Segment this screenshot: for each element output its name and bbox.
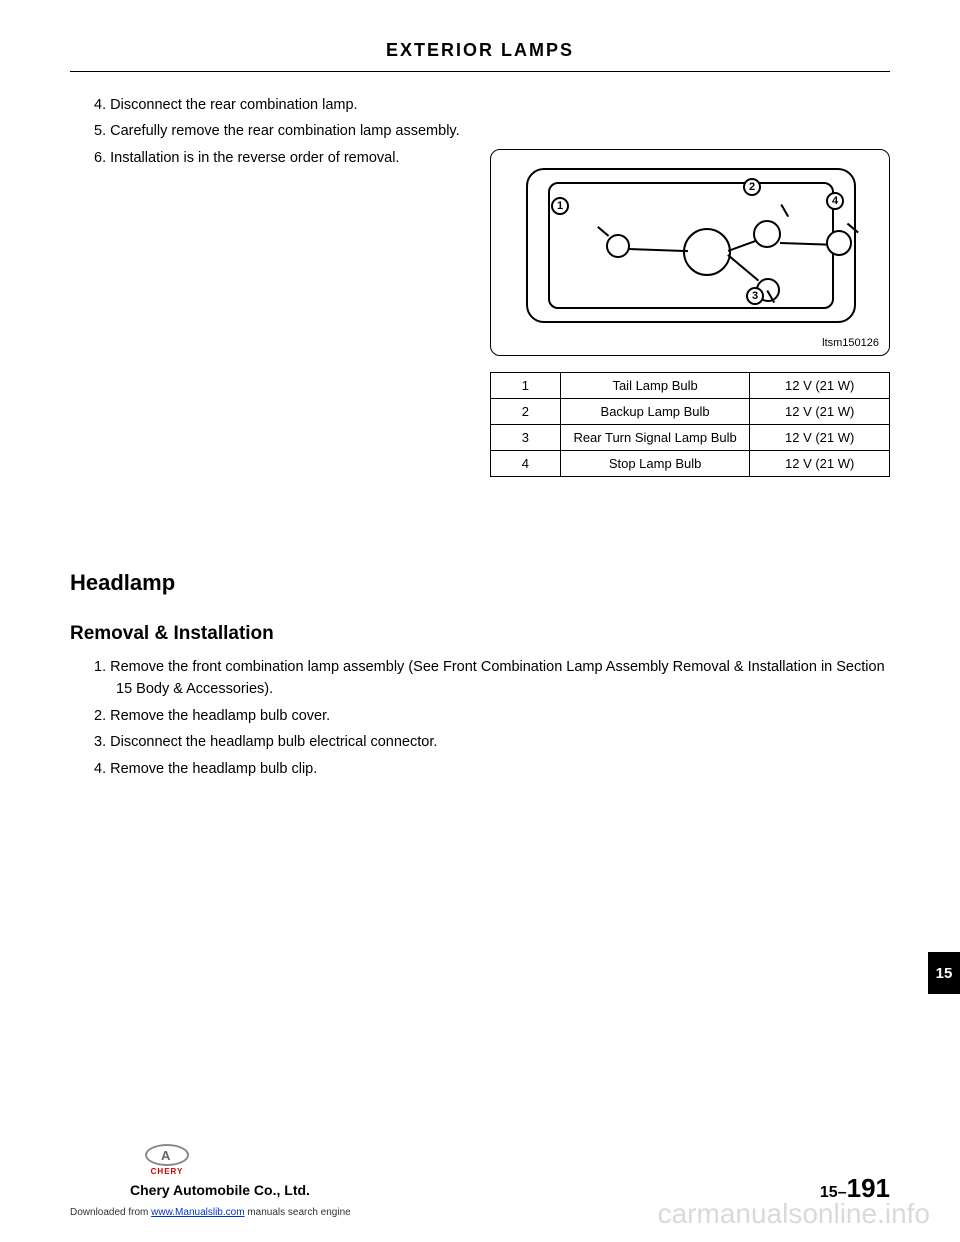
callout-1: 1 [551,197,569,215]
step-num: 2. [94,708,106,724]
step-item: 4. Disconnect the rear combination lamp. [94,94,890,116]
step-item: 1. Remove the front combination lamp ass… [94,656,890,701]
callout-3: 3 [746,287,764,305]
callout-2: 2 [743,178,761,196]
table-cell: Rear Turn Signal Lamp Bulb [560,425,750,451]
step-text: Remove the headlamp bulb cover. [110,708,330,724]
chapter-tab: 15 [928,952,960,994]
step-text: Disconnect the rear combination lamp. [110,97,357,113]
section-heading-headlamp: Headlamp [70,570,175,596]
table-cell: 12 V (21 W) [750,373,890,399]
footer-pagenum: 191 [847,1173,890,1203]
table-cell: 12 V (21 W) [750,399,890,425]
step-item: 4. Remove the headlamp bulb clip. [94,758,890,780]
logo-letter: A [161,1148,170,1163]
table-cell: 2 [491,399,561,425]
footer-company: Chery Automobile Co., Ltd. [130,1182,310,1198]
footer-download: Downloaded from www.Manualslib.com manua… [70,1207,351,1218]
footer-chapter: 15– [820,1184,847,1201]
chery-logo: A CHERY [140,1144,194,1174]
logo-text: CHERY [140,1167,194,1176]
callout-4: 4 [826,192,844,210]
manualslib-link[interactable]: www.Manualslib.com [151,1207,244,1218]
header-rule [70,71,890,72]
step-text: Remove the headlamp bulb clip. [110,761,317,777]
table-cell: Tail Lamp Bulb [560,373,750,399]
step-num: 4. [94,97,106,113]
table-cell: 4 [491,451,561,477]
step-text: Remove the front combination lamp assemb… [110,659,885,697]
step-text: Carefully remove the rear combination la… [110,123,460,139]
page-title: EXTERIOR LAMPS [70,40,890,61]
step-text: Disconnect the headlamp bulb electrical … [110,734,437,750]
bulb-spec-table: 1 Tail Lamp Bulb 12 V (21 W) 2 Backup La… [490,372,890,477]
step-item: 2. Remove the headlamp bulb cover. [94,705,890,727]
step-num: 4. [94,761,106,777]
table-cell: 12 V (21 W) [750,425,890,451]
table-cell: 1 [491,373,561,399]
step-item: 5. Carefully remove the rear combination… [94,120,890,142]
table-cell: Backup Lamp Bulb [560,399,750,425]
step-num: 5. [94,123,106,139]
table-cell: 3 [491,425,561,451]
step-item: 3. Disconnect the headlamp bulb electric… [94,731,890,753]
figure-caption: ltsm150126 [822,337,879,349]
table-row: 3 Rear Turn Signal Lamp Bulb 12 V (21 W) [491,425,890,451]
table-cell: Stop Lamp Bulb [560,451,750,477]
table-row: 1 Tail Lamp Bulb 12 V (21 W) [491,373,890,399]
table-cell: 12 V (21 W) [750,451,890,477]
footer-download-pre: Downloaded from [70,1207,151,1218]
table-row: 2 Backup Lamp Bulb 12 V (21 W) [491,399,890,425]
table-row: 4 Stop Lamp Bulb 12 V (21 W) [491,451,890,477]
lamp-diagram: 1 2 3 4 ltsm150126 [490,149,890,356]
step-num: 1. [94,659,106,675]
footer-download-post: manuals search engine [245,1207,351,1218]
footer-page-number: 15–191 [820,1173,890,1204]
step-num: 6. [94,150,106,166]
section-subheading-removal: Removal & Installation [70,623,274,645]
step-num: 3. [94,734,106,750]
step-text: Installation is in the reverse order of … [110,150,399,166]
